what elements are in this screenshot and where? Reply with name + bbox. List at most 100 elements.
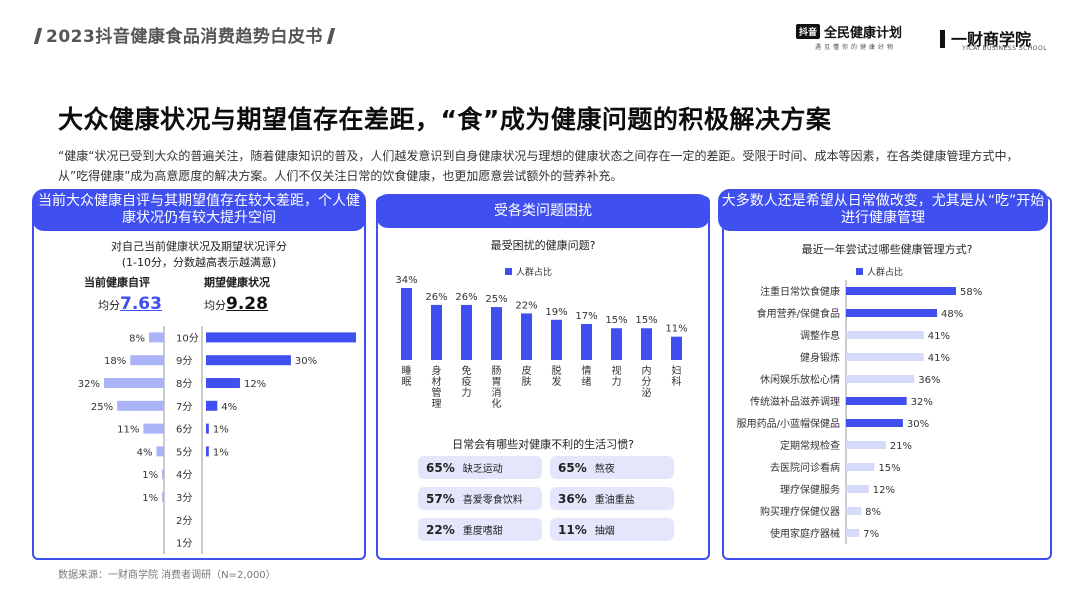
label-current: 4% <box>137 447 153 458</box>
right-average-value: 9.28 <box>226 294 268 314</box>
tick-label: 理疗保健服务 <box>780 483 840 496</box>
tick-label: 健身锻炼 <box>800 351 840 364</box>
bar-current-4分 <box>162 469 164 480</box>
bar-健身锻炼 <box>846 353 924 361</box>
chart-health-management: 注重日常饮食健康 58% 食用营养/保健食品 48% 调整作息 41% 健身锻炼 41% 休闲娱… <box>737 280 982 544</box>
legend-label: 人群占比 <box>867 268 904 278</box>
label-current: 32% <box>78 379 100 390</box>
bar-current-8分 <box>104 378 164 388</box>
tick-label: 传统滋补品滋养调理 <box>750 395 840 408</box>
brand-badge: 抖音 <box>796 24 821 39</box>
tick-label: 购买理疗保健仪器 <box>760 505 840 518</box>
habit-pct: 65% <box>426 460 455 475</box>
tick-label: 情 <box>582 364 592 377</box>
label-current: 25% <box>91 402 113 413</box>
data-label: 7% <box>863 529 879 540</box>
habit-pct: 36% <box>558 491 587 506</box>
chart-self-assessment: 8%10分53%18%9分30%32%8分12%25%7分4%11%6分1%4%… <box>78 326 356 554</box>
chart3-legend: 人群占比 <box>856 265 903 278</box>
tick-label: 服用药品/小蓝帽保健品 <box>737 417 840 430</box>
data-label: 22% <box>515 300 537 311</box>
tick-label: 管 <box>432 386 442 399</box>
habit-pct: 65% <box>558 460 587 475</box>
data-label: 58% <box>960 287 982 298</box>
bar-休闲娱乐放松心情 <box>846 375 915 383</box>
bar-expected-6分 <box>206 423 209 434</box>
tick-label: 发 <box>552 375 562 388</box>
panel-header-health-problems: 受各类问题困扰 <box>376 194 710 228</box>
tick-label: 5分 <box>176 446 192 458</box>
bar-服用药品/小蓝帽保健品 <box>846 419 903 427</box>
tick-label: 脱 <box>552 364 562 377</box>
tick-label: 使用家庭疗器械 <box>770 527 840 540</box>
bar-去医院问诊看病 <box>846 463 875 471</box>
label-current: 11% <box>117 425 139 436</box>
data-label: 36% <box>918 375 940 386</box>
right-average: 均分9.28 <box>204 294 268 314</box>
bar-传统滋补品滋养调理 <box>846 397 907 405</box>
chart2-legend: 人群占比 <box>505 265 552 278</box>
tick-label: 休闲娱乐放松心情 <box>760 373 840 386</box>
tick-label: 2分 <box>176 515 192 527</box>
tick-label: 妇 <box>672 364 682 377</box>
bar-调整作息 <box>846 331 924 339</box>
tick-label: 疫 <box>462 375 472 388</box>
bar-妇科 <box>671 336 682 360</box>
tick-label: 注重日常饮食健康 <box>760 285 840 298</box>
tick-label: 食用营养/保健食品 <box>757 307 840 320</box>
data-label: 48% <box>941 309 963 320</box>
report-title-text: 2023抖音健康食品消费趋势白皮书 <box>46 27 323 47</box>
data-label: 17% <box>575 311 597 322</box>
data-label: 34% <box>395 275 417 286</box>
panel-header-health-management: 大多数人还是希望从日常做改变，尤其是从“吃”开始进行健康管理 <box>718 189 1048 231</box>
data-label: 8% <box>865 507 881 518</box>
habits-title: 日常会有哪些对健康不利的生活习惯? <box>452 438 634 451</box>
tick-label: 力 <box>462 386 472 399</box>
tick-label: 泌 <box>642 386 652 399</box>
legend-label: 人群占比 <box>516 268 553 278</box>
data-label: 15% <box>878 463 900 474</box>
habit-label: 重度嗜甜 <box>462 526 503 537</box>
habit-item: 65% 熬夜 <box>550 456 674 479</box>
bar-皮肤 <box>521 313 532 360</box>
data-label: 15% <box>635 315 657 326</box>
data-label: 30% <box>907 419 929 430</box>
bar-current-7分 <box>117 400 164 411</box>
brand-name: 全民健康计划 <box>824 26 903 41</box>
tick-label: 8分 <box>176 378 192 390</box>
tick-label: 分 <box>642 376 652 388</box>
slash-decoration <box>33 28 43 44</box>
habit-label: 抽烟 <box>594 526 615 537</box>
data-source: 数据来源：一财商学院 消费者调研（N=2,000） <box>58 570 276 581</box>
tick-label: 免 <box>462 364 472 377</box>
tick-label: 3分 <box>176 492 192 504</box>
label-expected: 12% <box>244 379 266 390</box>
habit-label: 缺乏运动 <box>462 464 503 475</box>
tick-label: 肤 <box>522 375 532 388</box>
bar-expected-5分 <box>206 446 209 457</box>
tick-label: 1分 <box>176 538 192 550</box>
label-current: 1% <box>142 470 158 481</box>
avg-label: 均分 <box>98 299 120 312</box>
habit-label: 熬夜 <box>594 464 615 475</box>
habit-label: 喜爱零食饮料 <box>462 495 523 506</box>
bar-购买理疗保健仪器 <box>846 507 862 515</box>
habit-pct: 22% <box>426 522 455 537</box>
bar-脱发 <box>551 319 562 360</box>
brand2-tagline: YICAI BUSINESS SCHOOL <box>962 45 1048 52</box>
tick-label: 视 <box>612 364 622 377</box>
report-title: 2023抖音健康食品消费趋势白皮书 <box>30 22 339 47</box>
bar-expected-9分 <box>206 355 291 366</box>
tick-label: 胃 <box>492 376 502 388</box>
tick-label: 绪 <box>582 375 592 388</box>
bar-expected-8分 <box>206 378 240 388</box>
data-label: 11% <box>665 324 687 335</box>
right-series-label: 期望健康状况 <box>204 276 270 289</box>
label-expected: 1% <box>213 447 229 458</box>
legend-swatch <box>856 268 863 275</box>
tick-label: 眠 <box>402 376 412 388</box>
intro-paragraph: “健康“状况已受到大众的普遍关注，随着健康知识的普及，人们越发意识到自身健康状况… <box>58 149 1019 183</box>
bar-current-3分 <box>162 492 164 502</box>
label-current: 18% <box>104 356 126 367</box>
habit-pct: 57% <box>426 491 455 506</box>
